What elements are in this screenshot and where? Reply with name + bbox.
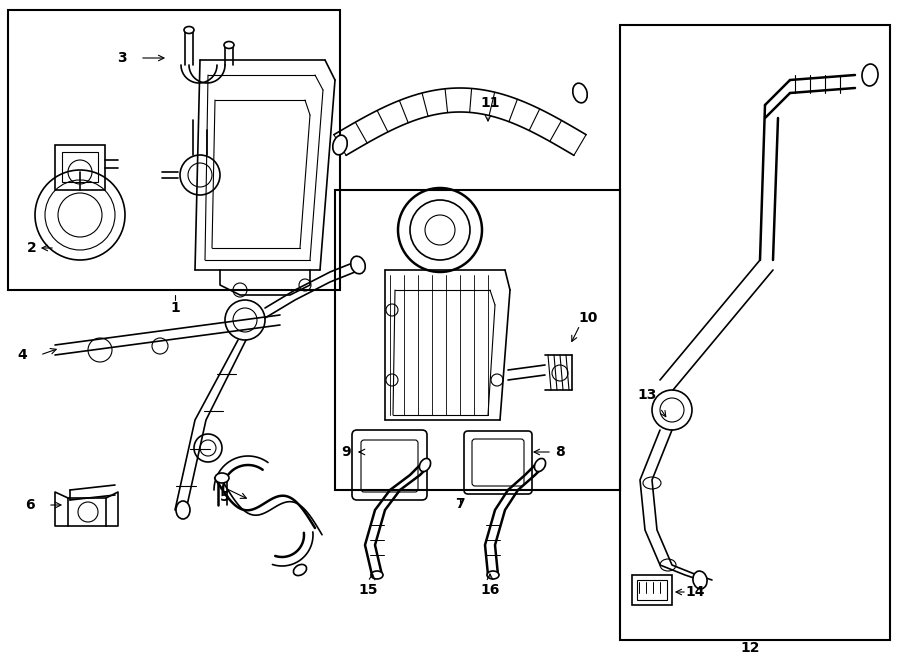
Bar [335, 190, 620, 490]
Ellipse shape [572, 83, 587, 103]
Bar [620, 25, 890, 640]
Text: 2: 2 [27, 241, 37, 255]
Text: 1: 1 [170, 301, 180, 315]
Text: 12: 12 [740, 641, 760, 655]
Text: 11: 11 [481, 96, 500, 110]
Text: 5: 5 [220, 490, 230, 504]
Bar [55, 145, 105, 190]
Ellipse shape [535, 459, 545, 471]
Ellipse shape [693, 571, 707, 589]
Text: 14: 14 [685, 585, 705, 599]
Bar [8, 10, 340, 290]
Bar [632, 575, 672, 605]
Ellipse shape [862, 64, 878, 86]
Ellipse shape [487, 571, 499, 579]
Bar [62, 152, 98, 182]
Ellipse shape [419, 459, 430, 471]
Text: 9: 9 [341, 445, 351, 459]
Text: 10: 10 [579, 311, 598, 325]
Text: 16: 16 [481, 583, 500, 597]
Text: 4: 4 [17, 348, 27, 362]
Text: 13: 13 [637, 388, 657, 402]
Ellipse shape [176, 501, 190, 519]
Text: 15: 15 [358, 583, 378, 597]
Text: 7: 7 [455, 497, 464, 511]
Text: 3: 3 [117, 51, 127, 65]
Text: 8: 8 [555, 445, 565, 459]
Text: 6: 6 [25, 498, 35, 512]
Ellipse shape [351, 256, 365, 274]
Ellipse shape [371, 571, 383, 579]
Bar [68, 498, 106, 526]
Ellipse shape [293, 564, 307, 576]
Ellipse shape [224, 42, 234, 48]
Ellipse shape [184, 26, 194, 34]
Ellipse shape [333, 135, 347, 155]
Bar [637, 580, 667, 600]
Ellipse shape [215, 473, 229, 483]
